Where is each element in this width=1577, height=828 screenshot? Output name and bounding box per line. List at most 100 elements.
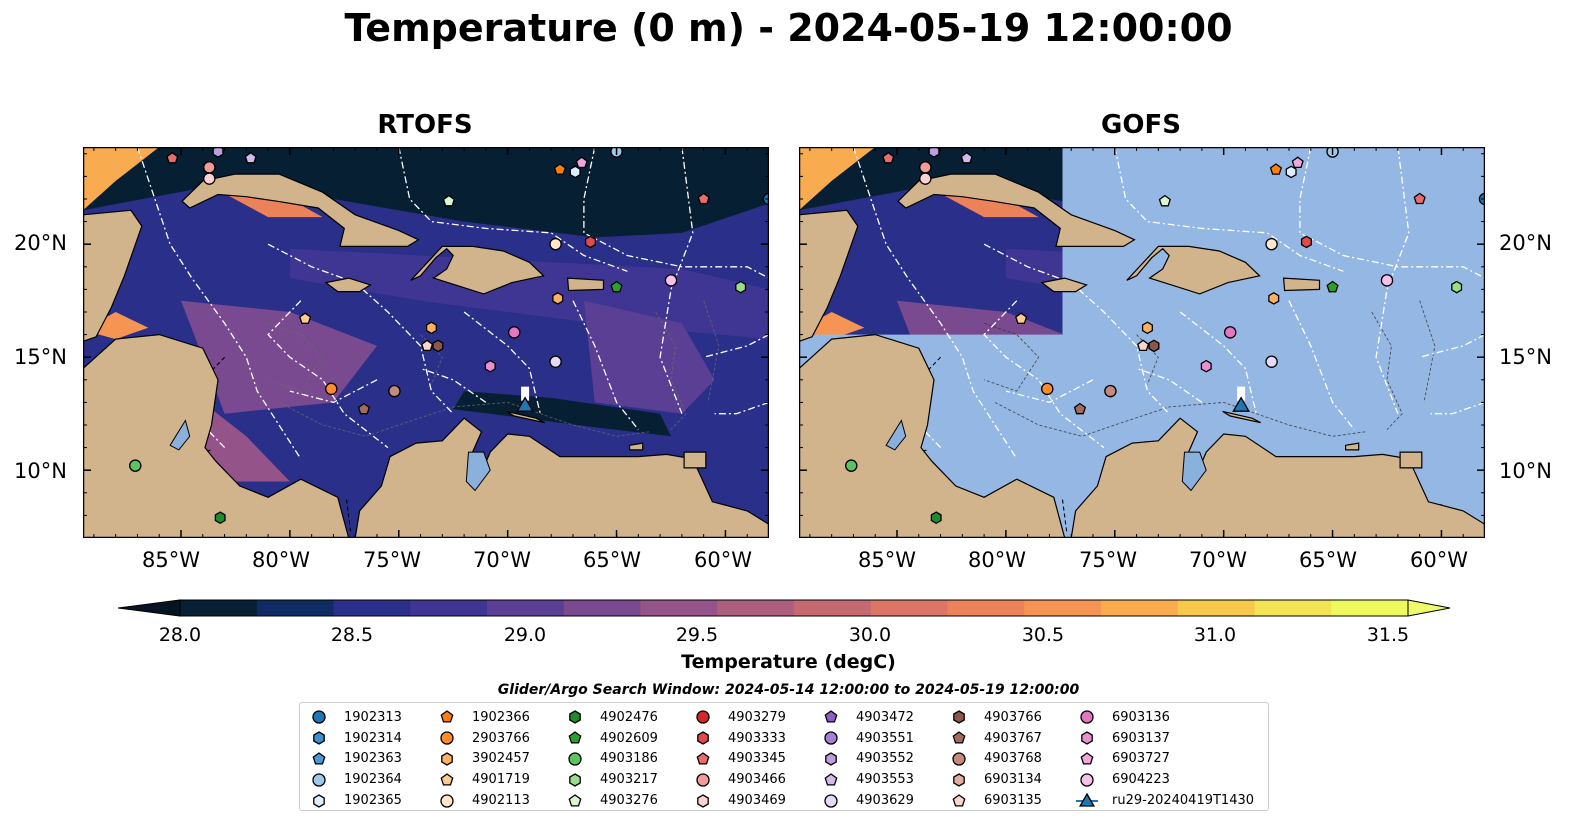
rtofs-warm-spot-honduras	[83, 312, 149, 340]
legend-marker-shape	[696, 710, 710, 725]
legend-marker-shape	[696, 752, 710, 765]
legend-marker-icon	[440, 731, 454, 745]
rtofs-warm-spot-gulf	[83, 147, 160, 211]
colorbar-frame	[179, 599, 1409, 617]
legend-marker-icon	[824, 772, 838, 786]
gofs-argo-float-marker	[1104, 384, 1117, 398]
legend-item-label: 4903551	[856, 730, 914, 746]
colorbar-tick-29-0: 29.0	[503, 624, 547, 646]
legend-marker-icon	[824, 793, 838, 808]
legend-marker-shape	[824, 793, 838, 808]
colorbar-over-extension	[1407, 599, 1451, 617]
colorbar-segment	[640, 600, 718, 616]
legend-item-label: 4903469	[728, 793, 786, 809]
legend-item: 4901719	[436, 769, 530, 790]
colorbar-tick-31-0: 31.0	[1193, 624, 1237, 646]
rtofs-land-puerto-rico	[566, 277, 605, 292]
legend-marker-shape	[312, 752, 326, 765]
legend-marker-icon	[1080, 752, 1094, 765]
figure-title: Temperature (0 m) - 2024-05-19 12:00:00	[344, 6, 1233, 50]
legend-item-label: 4903466	[728, 772, 786, 788]
lon-label-left-60: 60°W	[694, 548, 752, 572]
gofs-argo-float-marker	[1268, 292, 1280, 305]
legend-marker-shape	[312, 773, 326, 787]
legend-marker-icon	[441, 752, 453, 766]
legend-item-label: 4903276	[600, 793, 658, 809]
legend-item-label: 4903767	[984, 730, 1042, 746]
colorbar-segment	[1254, 600, 1332, 616]
legend-item: 6904223	[1076, 769, 1254, 790]
legend-marker-shape	[1076, 792, 1098, 807]
legend-marker-icon	[313, 731, 325, 745]
legend-marker-shape	[568, 793, 582, 807]
colorbar-tick-29-5: 29.5	[675, 624, 719, 646]
gofs-glider-track	[1237, 386, 1246, 401]
rtofs-depth-contour	[703, 300, 720, 403]
lon-label-right-65: 65°W	[1299, 548, 1357, 572]
gofs-land-south-america	[1070, 417, 1485, 538]
legend-marker-shape	[952, 793, 966, 807]
lon-label-right-70: 70°W	[1189, 548, 1247, 572]
legend-item-label: 4903279	[728, 709, 786, 725]
gofs-eez-boundary	[1136, 367, 1203, 403]
gofs-depth-contour	[994, 401, 1366, 437]
legend-item: 4903466	[692, 769, 786, 790]
gofs-argo-float-marker	[1413, 192, 1426, 205]
gofs-argo-float-marker	[1073, 402, 1087, 415]
gofs-argo-float-marker	[1265, 355, 1278, 368]
legend-item: 4903217	[564, 769, 658, 790]
legend-item-label: 4903345	[728, 751, 786, 767]
rtofs-argo-float-marker	[432, 339, 444, 353]
rtofs-land-margarita	[628, 442, 644, 451]
gofs-eez-boundary	[1005, 379, 1094, 404]
gofs-land-hispaniola	[1126, 245, 1261, 295]
rtofs-argo-float-marker	[507, 326, 521, 339]
legend-marker-icon	[953, 773, 965, 787]
legend-item: 1902314	[308, 728, 402, 749]
lon-label-left-75: 75°W	[363, 548, 421, 572]
rtofs-argo-float-marker	[325, 382, 338, 396]
gofs-land-puerto-rico	[1282, 277, 1321, 292]
rtofs-land-cuba	[181, 173, 420, 248]
legend-item: 4903768	[948, 749, 1042, 770]
legend-item-label: 6903727	[1112, 751, 1170, 767]
legend-item: 4902476	[564, 707, 658, 728]
gofs-warm-spot-gulf	[799, 147, 876, 211]
legend-item: 4903333	[692, 728, 786, 749]
rtofs-eez-boundary	[398, 147, 628, 272]
legend-item: 6903134	[948, 769, 1042, 790]
legend-column: 1902366 2903766 3902457 4901719 4902113	[436, 707, 530, 811]
colorbar-segment	[256, 600, 335, 616]
gofs-argo-float-marker	[882, 151, 895, 164]
legend-item: 4903629	[820, 790, 914, 811]
legend-marker-icon	[313, 793, 325, 808]
rtofs-argo-float-marker	[214, 511, 226, 525]
rtofs-argo-float-marker	[553, 163, 567, 175]
legend-item: 2903766	[436, 728, 530, 749]
lat-label-left-15: 15°N	[14, 345, 67, 369]
rtofs-depth-contour	[655, 311, 687, 430]
rtofs-argo-float-marker	[442, 194, 455, 207]
legend-item: 4903767	[948, 728, 1042, 749]
legend-item: 4903472	[820, 707, 914, 728]
legend-marker-shape	[697, 793, 709, 808]
gofs-eez-boundary	[1430, 401, 1485, 415]
rtofs-land-hispaniola	[410, 245, 545, 295]
legend-marker-icon	[440, 710, 454, 723]
legend-marker-icon	[312, 710, 326, 725]
legend-item: 6903727	[1076, 749, 1254, 770]
gofs-argo-float-marker	[1265, 237, 1278, 251]
legend-marker-icon	[1081, 731, 1093, 745]
rtofs-argo-float-marker	[388, 384, 401, 398]
colorbar-segment	[563, 600, 642, 616]
colorbar-under-extension	[118, 599, 181, 617]
gofs-eez-boundary	[1375, 147, 1410, 414]
legend-marker-icon	[824, 710, 838, 723]
legend-marker-icon	[312, 773, 326, 787]
colorbar	[118, 599, 1451, 617]
rtofs-depth-contour	[278, 401, 650, 437]
legend-item: 4903469	[692, 790, 786, 811]
colorbar-segment	[947, 600, 1025, 616]
rtofs-eez-boundary	[267, 300, 389, 449]
legend-marker-shape	[313, 793, 325, 808]
